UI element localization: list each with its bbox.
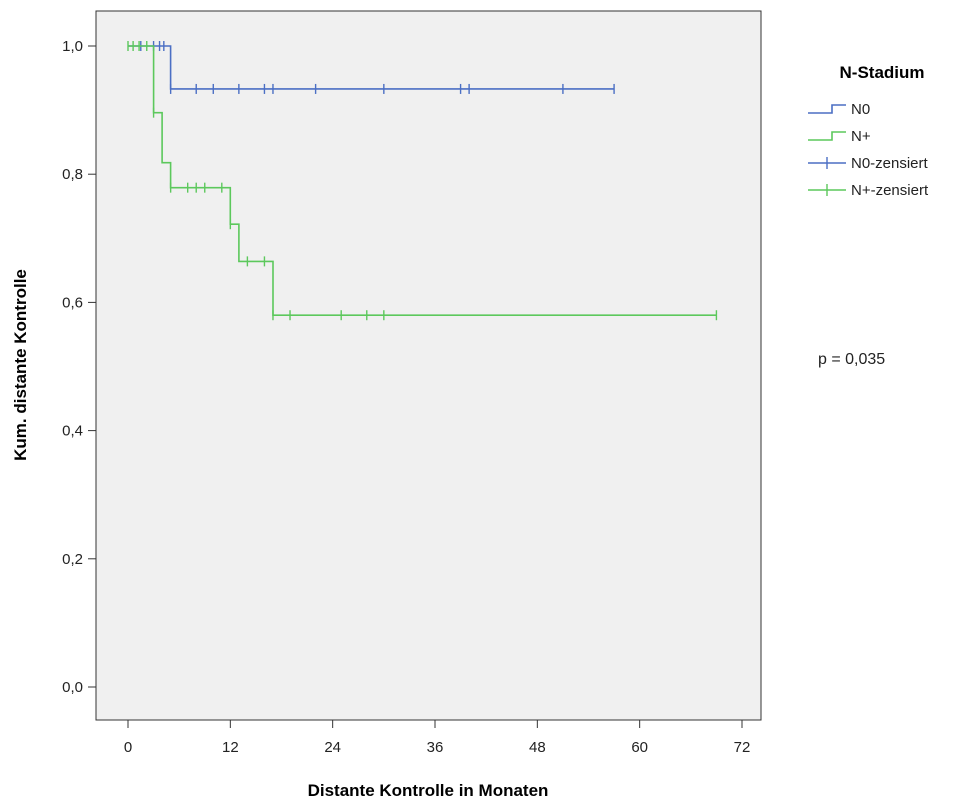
x-tick-label: 48 [529,739,546,756]
legend: N-Stadium N0 N+ N0-zensiert N+-zensiert [808,63,929,199]
legend-entries: N0 N+ N0-zensiert N+-zensiert [808,101,929,199]
y-tick-label: 0,2 [62,551,83,568]
legend-label: N0-zensiert [851,155,929,172]
legend-title: N-Stadium [840,63,925,82]
x-tick-label: 60 [631,739,648,756]
x-tick-label: 36 [427,739,444,756]
legend-entry: N+ [808,128,871,145]
legend-label: N+-zensiert [851,182,929,199]
legend-step-symbol [808,131,846,141]
x-tick-label: 72 [734,739,751,756]
y-tick-label: 0,8 [62,166,83,183]
legend-entry: N0 [808,101,870,118]
p-value-annotation: p = 0,035 [818,351,885,368]
legend-label: N0 [851,101,870,118]
legend-entry: N0-zensiert [808,155,929,172]
x-axis-title: Distante Kontrolle in Monaten [308,781,549,800]
plot-area [95,10,762,721]
legend-entry: N+-zensiert [808,182,929,199]
y-tick-label: 0,4 [62,423,83,440]
y-tick-label: 0,0 [62,679,83,696]
y-axis-title: Kum. distante Kontrolle [11,269,30,461]
y-tick-label: 0,6 [62,294,83,311]
x-tick-label: 0 [124,739,132,756]
y-axis: 0,0 0,2 0,4 0,6 0,8 1,0 [62,38,96,696]
y-tick-label: 1,0 [62,38,83,55]
series-layer [127,41,718,321]
legend-label: N+ [851,128,871,145]
x-tick-label: 24 [324,739,341,756]
x-axis: 0 12 24 36 48 60 72 [124,720,751,756]
series-nplus-line [128,45,717,317]
x-tick-label: 12 [222,739,239,756]
legend-step-symbol [808,104,846,114]
